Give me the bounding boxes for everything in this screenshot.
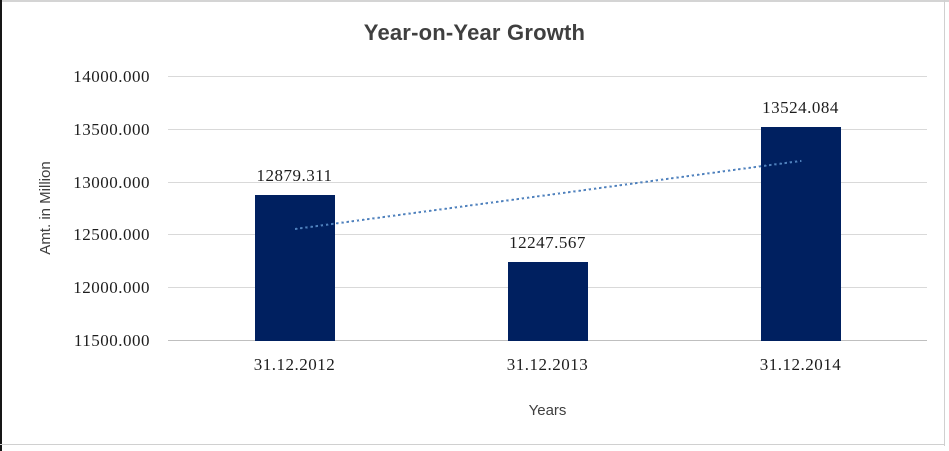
y-gridline [168,128,927,130]
y-gridline [168,234,927,236]
y-tick-label: 14000.000 [73,67,150,86]
x-tick-label: 31.12.2012 [253,355,336,374]
frame-border-bottom [0,444,945,445]
y-tick-label: 12000.000 [73,278,150,298]
y-axis-title: Amt. in Million [37,161,54,255]
y-gridline [168,181,927,183]
frame-border-right [944,0,945,446]
x-tick-label: 31.12.2014 [759,355,842,374]
chart-title: Year-on-Year Growth [363,20,586,45]
data-label: 12879.311 [256,166,333,186]
frame-border-left [0,0,2,451]
trendline [294,159,801,231]
y-gridline [168,76,927,77]
bar-31.12.2013 [507,262,588,341]
x-axis-title: Years [528,402,567,419]
plot-area: 12879.311 12247.567 13524.084 [168,76,927,341]
bar-31.12.2012 [254,195,335,341]
y-tick-label: 12500.000 [73,225,150,245]
y-tick-label: 13000.000 [73,172,150,192]
data-label: 12247.567 [509,233,586,253]
data-label: 13524.084 [762,98,839,118]
frame-border-top [0,0,949,2]
y-tick-label: 11500.000 [73,331,150,350]
x-tick-label: 31.12.2013 [506,355,589,374]
y-tick-label: 13500.000 [73,119,150,139]
